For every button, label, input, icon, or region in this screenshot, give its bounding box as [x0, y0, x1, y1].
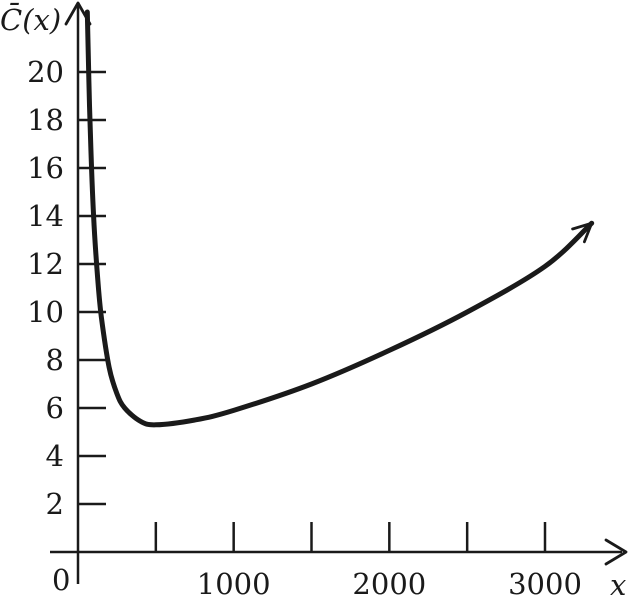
curve-end-arrowhead	[571, 221, 594, 244]
tick-labels: 1000 2000 3000 2 4 6 8 10 12 14 16 18 20	[27, 55, 582, 601]
y-tick-label: 12	[27, 247, 64, 281]
y-tick-label: 10	[27, 295, 64, 329]
y-tick-label: 2	[46, 487, 64, 521]
origin-label: 0	[52, 563, 70, 597]
x-tick-label: 2000	[352, 567, 426, 601]
x-tick-label: 3000	[508, 567, 582, 601]
y-tick-label: 18	[27, 103, 64, 137]
arrowheads	[64, 1, 628, 566]
y-tick-label: 16	[27, 151, 64, 185]
y-axis-arrowhead	[64, 1, 92, 26]
y-tick-label: 4	[46, 439, 64, 473]
y-tick-label: 8	[46, 343, 64, 377]
x-axis-label: x	[610, 568, 626, 602]
x-tick-label: 1000	[197, 567, 271, 601]
average-cost-curve	[84, 9, 595, 428]
y-tick-label: 14	[27, 199, 64, 233]
ticks	[78, 70, 547, 552]
y-tick-label: 20	[27, 55, 64, 89]
y-axis-label: C̄(x)	[0, 2, 61, 37]
x-axis-arrowhead	[604, 538, 628, 566]
axes	[50, 6, 622, 584]
y-tick-label: 6	[46, 391, 64, 425]
